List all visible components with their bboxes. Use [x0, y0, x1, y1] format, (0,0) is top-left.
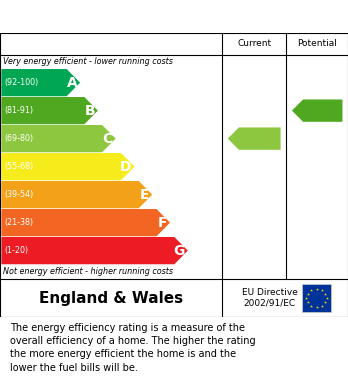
Polygon shape: [1, 153, 134, 180]
Text: Current: Current: [237, 39, 271, 48]
Text: E: E: [140, 188, 150, 202]
Text: C: C: [103, 132, 113, 145]
Text: (81-91): (81-91): [4, 106, 33, 115]
Polygon shape: [292, 99, 342, 122]
Text: England & Wales: England & Wales: [39, 291, 183, 305]
Text: 78: 78: [250, 132, 269, 145]
Polygon shape: [1, 125, 116, 152]
Text: (92-100): (92-100): [4, 78, 38, 87]
Text: (55-68): (55-68): [4, 162, 33, 171]
Text: EU Directive
2002/91/EC: EU Directive 2002/91/EC: [242, 288, 298, 308]
FancyBboxPatch shape: [302, 284, 331, 312]
Text: D: D: [120, 160, 132, 174]
Text: Very energy efficient - lower running costs: Very energy efficient - lower running co…: [3, 57, 173, 66]
Text: (69-80): (69-80): [4, 134, 33, 143]
Text: G: G: [174, 244, 185, 258]
Text: B: B: [85, 104, 95, 118]
Polygon shape: [1, 97, 98, 124]
Text: F: F: [158, 215, 167, 230]
Text: 87: 87: [313, 104, 332, 118]
Text: The energy efficiency rating is a measure of the
overall efficiency of a home. T: The energy efficiency rating is a measur…: [10, 323, 256, 373]
Text: (21-38): (21-38): [4, 218, 33, 227]
Text: (39-54): (39-54): [4, 190, 33, 199]
Text: A: A: [66, 75, 77, 90]
Polygon shape: [1, 181, 152, 208]
Polygon shape: [1, 209, 170, 236]
Polygon shape: [1, 69, 80, 96]
Text: Potential: Potential: [297, 39, 337, 48]
Text: Not energy efficient - higher running costs: Not energy efficient - higher running co…: [3, 267, 174, 276]
Polygon shape: [1, 237, 188, 264]
Polygon shape: [228, 127, 280, 150]
Text: Energy Efficiency Rating: Energy Efficiency Rating: [10, 9, 220, 23]
Text: (1-20): (1-20): [4, 246, 28, 255]
